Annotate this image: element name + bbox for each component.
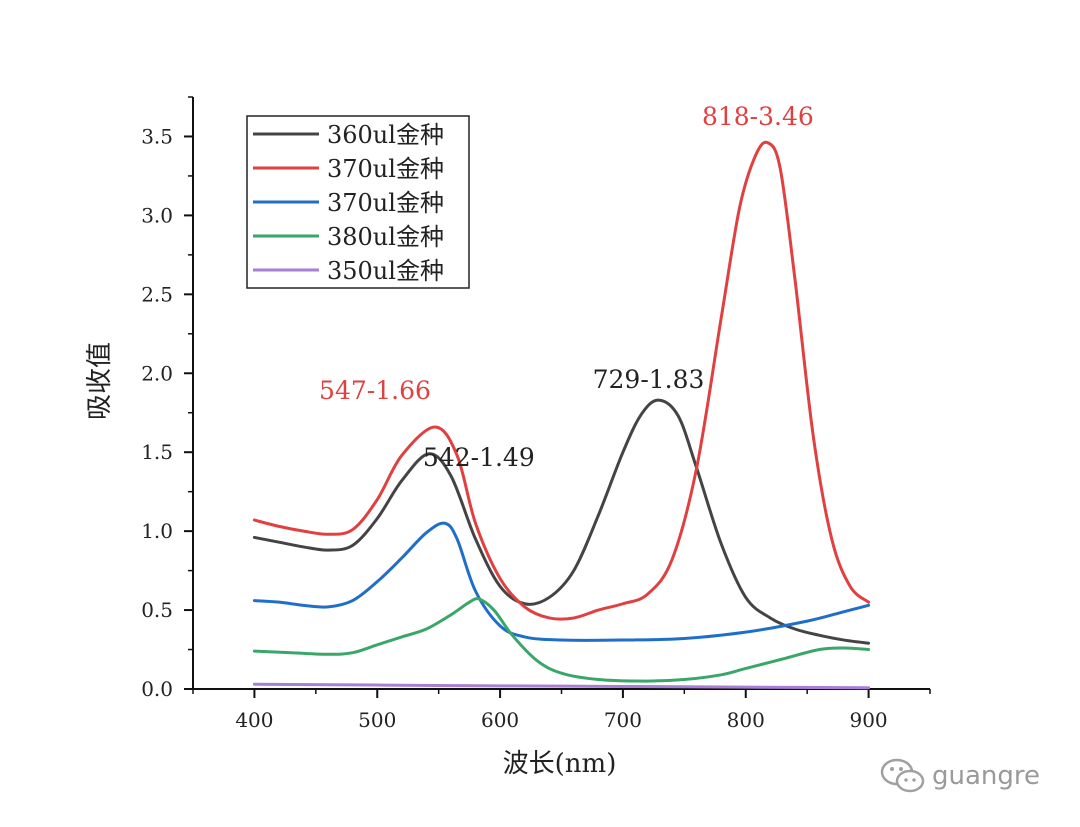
x-tick-label: 400 <box>235 708 273 732</box>
y-tick-label: 2.0 <box>141 361 173 385</box>
peak-annotation: 542-1.49 <box>423 443 535 472</box>
y-tick-label: 0.5 <box>141 598 173 622</box>
series-line-2 <box>252 140 871 621</box>
series-line-5 <box>252 682 871 690</box>
x-tick-label: 700 <box>604 708 642 732</box>
series-line-4 <box>252 597 871 683</box>
x-tick-label: 900 <box>849 708 887 732</box>
legend-entry: 360ul金种 <box>327 121 444 149</box>
legend-entry: 380ul金种 <box>327 223 444 251</box>
wechat-icon <box>880 758 925 793</box>
y-tick-label: 1.5 <box>141 440 173 464</box>
y-tick-label: 1.0 <box>141 519 173 543</box>
y-tick-label: 3.5 <box>141 124 173 148</box>
watermark-text: guangre <box>932 761 1041 791</box>
y-axis-title: 吸收值 <box>85 342 115 420</box>
legend-entry: 370ul金种 <box>327 189 444 217</box>
watermark: guangre <box>880 757 1040 795</box>
peak-annotation: 547-1.66 <box>319 376 431 405</box>
series-line-1 <box>252 398 871 645</box>
series-line-3 <box>252 521 871 642</box>
legend-entry: 370ul金种 <box>327 155 444 183</box>
x-axis-title: 波长(nm) <box>503 749 617 779</box>
legend-entry: 350ul金种 <box>327 257 444 285</box>
x-tick-label: 800 <box>727 708 765 732</box>
y-tick-label: 0.0 <box>141 677 173 701</box>
x-tick-label: 500 <box>358 708 396 732</box>
x-tick-label: 600 <box>481 708 519 732</box>
y-tick-label: 2.5 <box>141 282 173 306</box>
peak-annotation: 729-1.83 <box>593 365 705 394</box>
y-tick-label: 3.0 <box>141 203 173 227</box>
peak-annotation: 818-3.46 <box>702 102 814 131</box>
